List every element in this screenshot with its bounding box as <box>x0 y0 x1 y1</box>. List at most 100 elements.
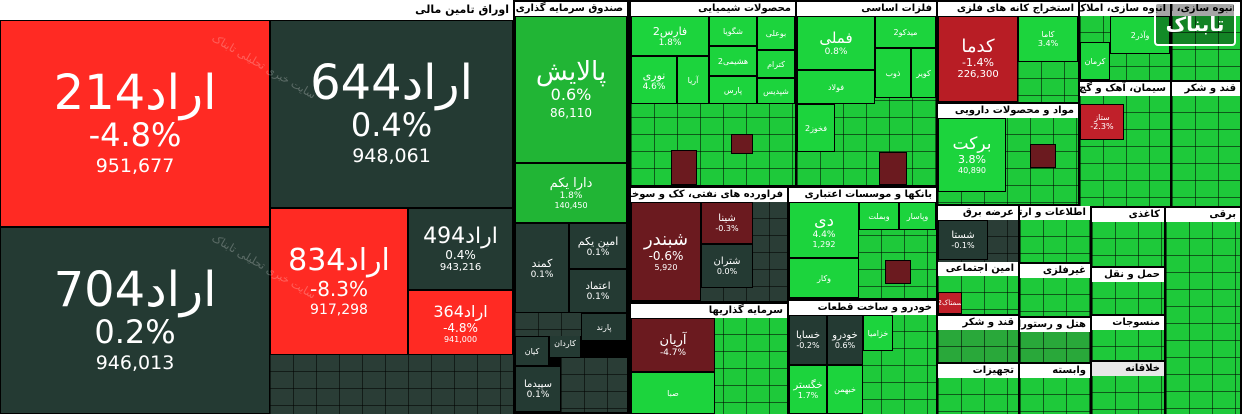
tile-vaparsi[interactable]: وپاسار <box>899 202 936 230</box>
tile-arad704[interactable]: اراد704 0.2% 946,013 <box>0 227 270 414</box>
tile-cluster-paper[interactable] <box>1092 222 1164 266</box>
tile-boali[interactable]: بوعلی <box>757 16 795 50</box>
tile-arad364[interactable]: اراد364 -4.8% 941,000 <box>408 290 513 355</box>
tile-sepidma[interactable]: سپیدما 0.1% <box>515 366 561 412</box>
tile-dey[interactable]: دی 4.4% 1,292 <box>789 202 859 258</box>
tile-khegostar[interactable]: خگستر 1.7% <box>789 365 827 414</box>
tile-name: شپدیس <box>763 86 789 96</box>
sector-misc-b: قند و شکر <box>938 316 1018 362</box>
tile-arad834[interactable]: اراد834 -8.3% 917,298 <box>270 208 408 355</box>
tile-cluster-misc-b[interactable] <box>938 330 1018 362</box>
tile-cluster-telecom[interactable] <box>1020 220 1090 262</box>
tile-fars2[interactable]: فارس2 1.8% <box>631 16 709 56</box>
tile-cluster-misc-c[interactable] <box>938 378 1018 414</box>
tile-zob[interactable]: ذوب <box>875 48 911 98</box>
brand-logo-text: تابناک <box>1165 12 1225 36</box>
tile-vatazar[interactable]: وآذر2 <box>1110 16 1170 54</box>
tile-change: -0.1% <box>951 241 975 250</box>
tile-kerman[interactable]: کرمان <box>1080 42 1110 80</box>
tile-khebahman[interactable]: خبهمن <box>827 365 863 414</box>
tile-fakhooz[interactable]: فخوز2 <box>797 104 835 152</box>
tile-cluster-small-etf[interactable] <box>515 313 581 336</box>
tile-cluster-nonmetal[interactable] <box>1020 278 1090 316</box>
tile-khazamia[interactable]: خزامیا <box>863 315 893 351</box>
tile-parsan[interactable]: پارس <box>709 76 757 104</box>
tile-cluster-creative[interactable] <box>1092 376 1164 414</box>
tile-shena[interactable]: شینا -0.3% <box>701 202 753 244</box>
tile-ketran[interactable]: کترام <box>757 50 795 78</box>
sector-cement: سیمان، آهک و گچ ستاز -2.3% <box>1080 82 1170 206</box>
tile-name: وکار <box>817 273 831 283</box>
tile-arad644[interactable]: اراد644 0.4% 948,061 <box>270 20 513 208</box>
tile-vabemellat[interactable]: وبملت <box>859 202 899 230</box>
tile-cluster-hotel[interactable] <box>1020 332 1090 362</box>
tile-cluster-small-etf[interactable] <box>561 358 627 412</box>
sector-header: برقی <box>1166 208 1240 222</box>
tile-pharma-loser[interactable] <box>1030 144 1056 168</box>
tile-name: آریان <box>659 332 687 348</box>
tile-chem-loser[interactable] <box>671 150 697 185</box>
tile-name: فارس2 <box>652 24 688 38</box>
sector-mining: استخراج کانه های فلزی کدما -1.4% 226,300… <box>938 2 1078 102</box>
tile-kavir[interactable]: کویر <box>911 48 936 98</box>
tile-fameli[interactable]: فملی 0.8% <box>797 16 875 70</box>
tile-arad214[interactable]: اراد214 -4.8% 951,677 <box>0 20 270 227</box>
tile-change: 4.6% <box>642 81 666 92</box>
tile-khasapa[interactable]: خساپا -0.2% <box>789 315 827 365</box>
sector-transport: حمل و نقل <box>1092 268 1164 314</box>
tile-aminyekom[interactable]: امین یکم 0.1% <box>569 223 627 269</box>
tile-cluster-misc[interactable] <box>1172 16 1240 80</box>
tile-etemad[interactable]: اعتماد 0.1% <box>569 269 627 313</box>
tile-kama[interactable]: کاما 3.4% <box>1018 16 1078 62</box>
tile-change: -0.6% <box>648 249 684 263</box>
tile-vakar[interactable]: وکار <box>789 258 859 298</box>
tile-seba[interactable]: صبا <box>631 372 715 414</box>
tile-cluster-transport[interactable] <box>1092 282 1164 314</box>
tile-chem-loser[interactable] <box>731 134 753 154</box>
sector-header: فراورده های نفتی، کک و سوخت هسته ای <box>631 188 787 202</box>
tile-cluster-sugar[interactable] <box>1172 96 1240 206</box>
tile-kian[interactable]: کیان <box>515 336 549 366</box>
tile-cluster-dependent[interactable] <box>1020 378 1090 414</box>
tile-shebandar[interactable]: شبندر -0.6% 5,920 <box>631 202 701 301</box>
tile-name: کمند <box>531 256 553 270</box>
tile-kadema[interactable]: کدما -1.4% 226,300 <box>938 16 1018 102</box>
tile-barekat[interactable]: برکت 3.8% 40,890 <box>938 118 1006 192</box>
tile-change: -4.8% <box>88 115 182 154</box>
tile-shasta[interactable]: شستا -0.1% <box>938 220 988 260</box>
tile-bank-loser[interactable] <box>885 260 911 284</box>
tile-palayesh[interactable]: پالایش 0.6% 86,110 <box>515 16 627 163</box>
tile-hengam[interactable]: شگویا <box>709 16 757 46</box>
tile-name: ذوب <box>885 68 901 78</box>
sector-header: استخراج کانه های فلزی <box>938 2 1078 16</box>
tile-ghadir[interactable]: هشیمی2 <box>709 46 757 76</box>
tile-shpadis[interactable]: شپدیس <box>757 78 795 104</box>
tile-shetran[interactable]: شتران 0.0% <box>701 244 753 288</box>
tile-aryan[interactable]: آریان -4.7% <box>631 318 715 372</box>
tile-kamand[interactable]: کمند 0.1% <box>515 223 569 313</box>
tile-pasargad-fund[interactable]: پارند <box>581 313 627 341</box>
tile-setaz[interactable]: ستاز -2.3% <box>1080 104 1124 140</box>
tile-cluster-mining[interactable] <box>1018 62 1078 102</box>
tile-arya[interactable]: آریا <box>677 56 709 104</box>
tile-name: پالایش <box>535 57 607 88</box>
tile-samatak[interactable]: سمتاک2 <box>938 292 962 314</box>
tile-metal-loser[interactable] <box>879 152 907 185</box>
sector-header: انبوه سازی، املاک و مستغلات <box>1080 2 1170 16</box>
tile-noori[interactable]: نوری 4.6% <box>631 56 677 104</box>
tile-cluster-small-bonds[interactable] <box>270 355 513 414</box>
tile-change: -4.8% <box>443 320 478 335</box>
tile-change: -0.2% <box>796 341 820 350</box>
tile-cluster-right[interactable] <box>1166 222 1240 414</box>
tile-arad494[interactable]: اراد494 0.4% 943,216 <box>408 208 513 290</box>
tile-name: دی <box>814 211 834 230</box>
tile-mamidco[interactable]: میدکو2 <box>875 16 936 48</box>
tile-darayekom[interactable]: دارا یکم 1.8% 140,450 <box>515 163 627 223</box>
sector-misc-c: تجهیزات <box>938 364 1018 414</box>
tile-fouladh[interactable]: فولاد <box>797 70 875 104</box>
tile-khodro[interactable]: خودرو 0.6% <box>827 315 863 365</box>
tile-name: کدما <box>961 36 995 57</box>
tile-cluster-textile[interactable] <box>1092 330 1164 360</box>
sector-bonds: اوراق تامین مالی اراد214 -4.8% 951,677 ا… <box>0 0 513 414</box>
tile-change: 0.6% <box>834 341 856 350</box>
